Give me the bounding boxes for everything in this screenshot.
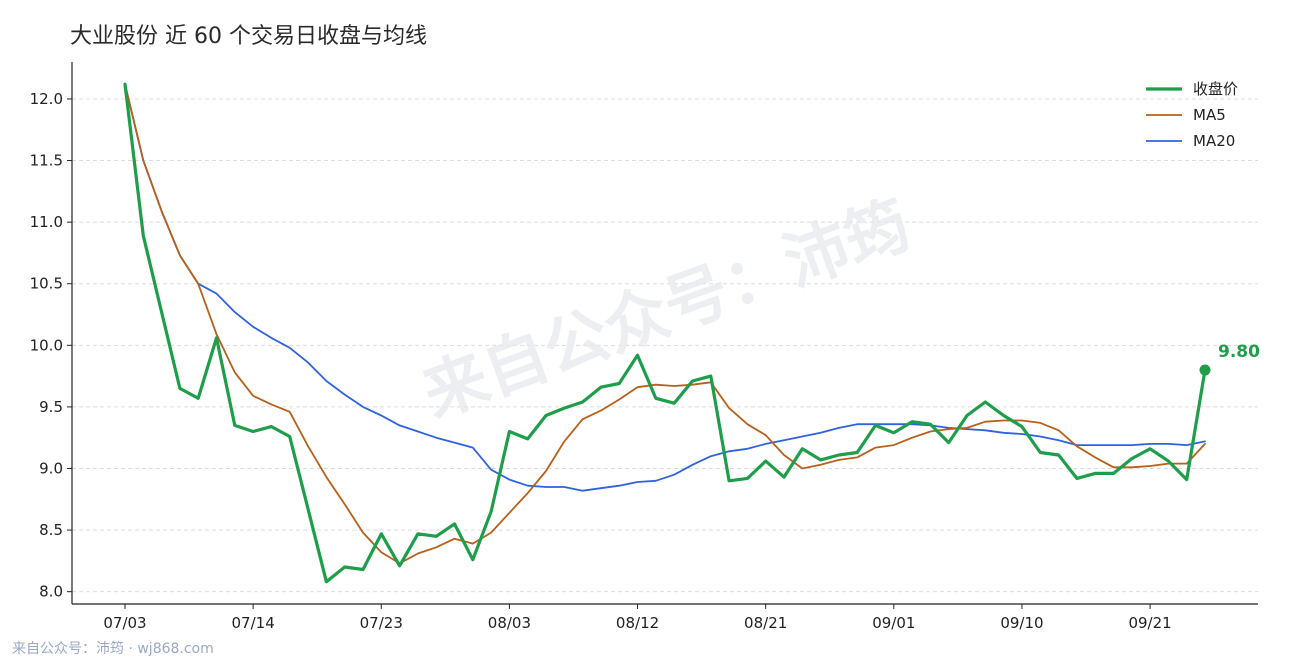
y-tick-label: 10.5: [30, 275, 63, 293]
x-tick-label: 09/01: [872, 614, 915, 632]
series-line-ma5: [124, 83, 1206, 565]
x-tick-label: 09/10: [1000, 614, 1043, 632]
last-point-marker: [1199, 364, 1211, 376]
y-tick-label: 12.0: [30, 90, 63, 108]
axes: 8.0 8.5 9.0 9.5 10.0 10.5 11.0 11.5 12.0 07/03 07/…: [30, 62, 1258, 632]
x-tick-label: 07/14: [232, 614, 275, 632]
series-line-close: [123, 82, 1207, 584]
x-tick-label: 09/21: [1128, 614, 1171, 632]
annotations: 9.80: [1199, 342, 1260, 376]
y-tick-label: 8.0: [39, 583, 63, 601]
y-tick-label: 10.0: [30, 336, 63, 354]
legend-label: MA20: [1193, 132, 1235, 150]
y-tick-label: 9.5: [39, 398, 63, 416]
legend-label: 收盘价: [1193, 80, 1238, 98]
y-tick-label: 9.0: [39, 460, 63, 478]
x-tick-label: 08/21: [744, 614, 787, 632]
x-tick-label: 07/23: [360, 614, 403, 632]
chart-title: 大业股份 近 60 个交易日收盘与均线: [70, 24, 427, 49]
y-tick-label: 11.5: [30, 152, 63, 170]
x-tick-label: 08/03: [488, 614, 531, 632]
bottom-watermark: 来自公众号：沛筠 · wj868.com: [12, 641, 214, 657]
legend-label: MA5: [1193, 106, 1226, 124]
last-value-label: 9.80: [1218, 342, 1260, 362]
x-tick-label: 07/03: [103, 614, 146, 632]
series-line-ma20: [124, 83, 1206, 492]
y-tick-label: 11.0: [30, 213, 63, 231]
x-tick-label: 08/12: [616, 614, 659, 632]
grid-lines: [72, 98, 1258, 593]
watermark-text: 来自公众号：沛筠: [414, 188, 920, 433]
legend: 收盘价 MA5 MA20: [1146, 80, 1238, 150]
diagonal-watermark: 来自公众号：沛筠: [414, 188, 920, 433]
y-tick-label: 8.5: [39, 521, 63, 539]
series-lines: [123, 82, 1207, 584]
